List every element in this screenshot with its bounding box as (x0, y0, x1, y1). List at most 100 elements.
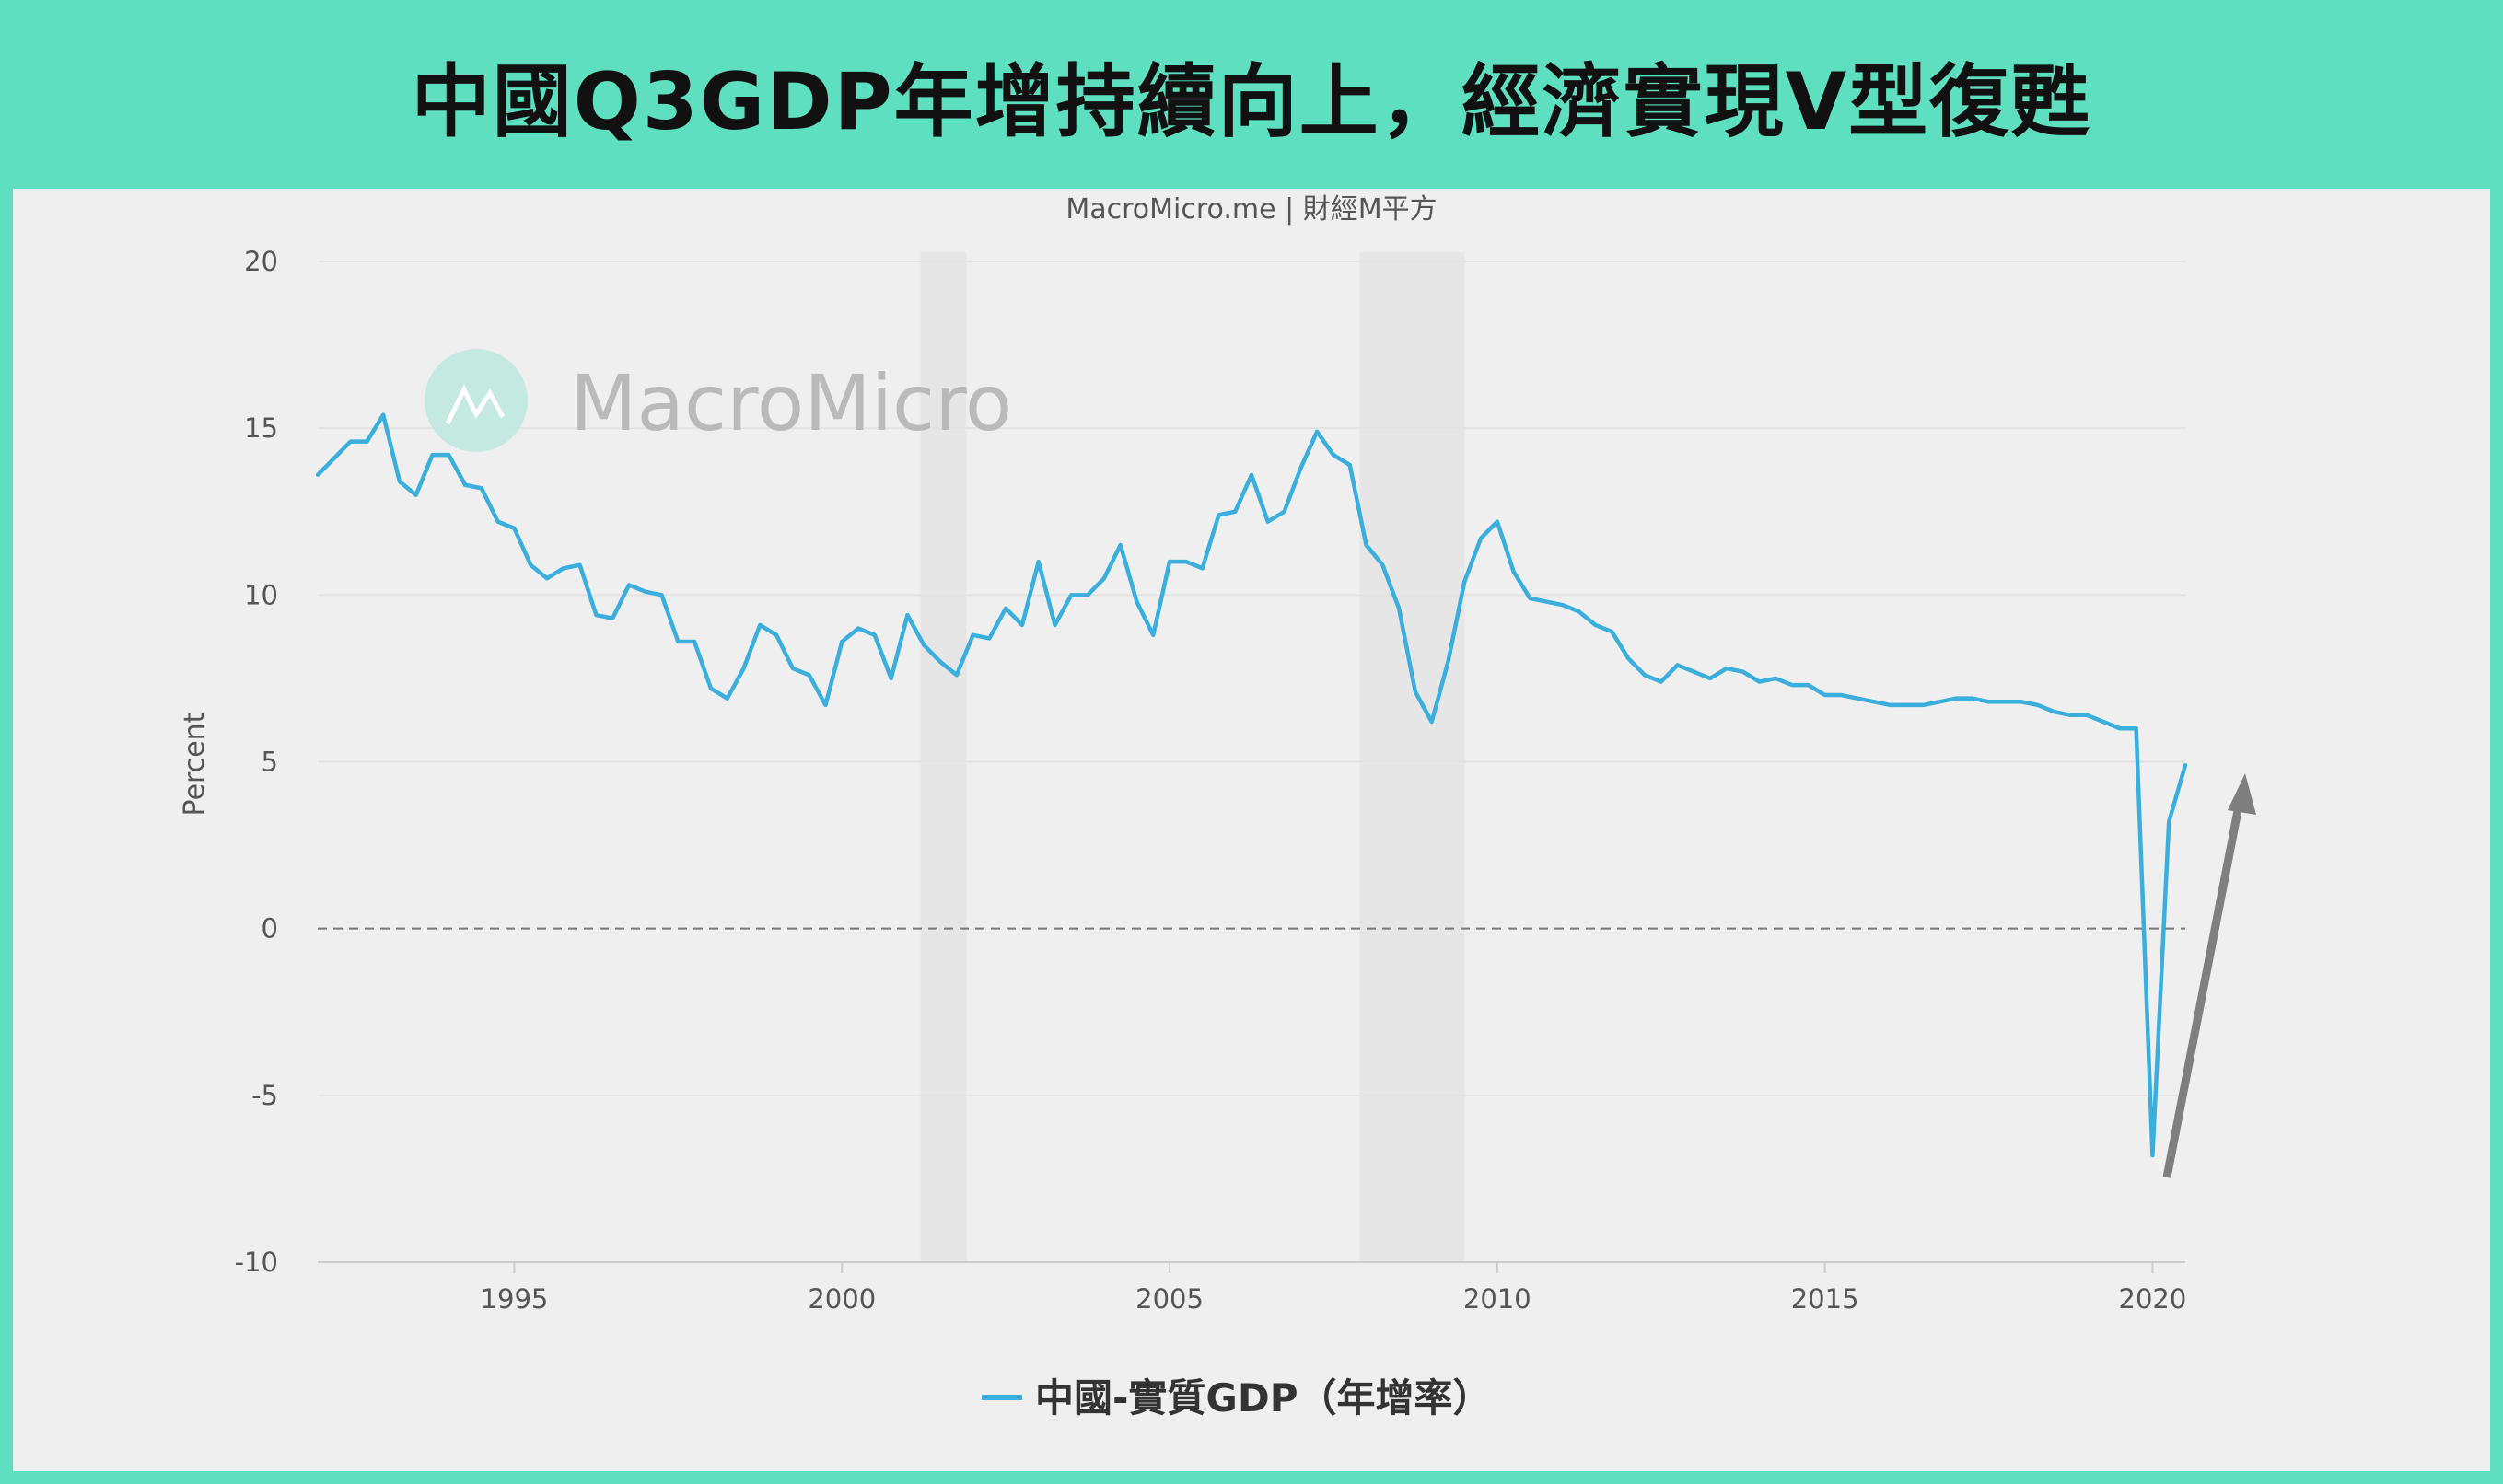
data-point (2150, 1154, 2155, 1158)
data-point (2020, 700, 2024, 704)
data-point (479, 486, 483, 491)
data-point (413, 493, 418, 497)
data-point (1101, 576, 1106, 581)
watermark-text: MacroMicro (570, 358, 1012, 448)
data-point (1921, 702, 1926, 707)
data-point (1659, 679, 1663, 684)
recession-shading (1359, 252, 1465, 1262)
data-point (823, 702, 828, 707)
watermark: MacroMicro (425, 349, 1012, 452)
data-point (447, 453, 451, 458)
data-point (1183, 560, 1188, 564)
data-point (2134, 726, 2138, 731)
y-tick-label: 10 (244, 579, 278, 610)
data-point (971, 632, 975, 637)
x-tick-label: 2005 (1135, 1283, 1204, 1315)
data-point (1380, 562, 1385, 567)
page-title: 中國Q3GDP年增持續向上，經濟實現V型復甦 (411, 56, 2092, 148)
data-point (1019, 622, 1024, 627)
data-point (1986, 700, 1991, 704)
data-point (1069, 593, 1074, 597)
data-point (1036, 560, 1041, 564)
data-point (1413, 690, 1417, 694)
data-point (1806, 683, 1810, 688)
data-point (397, 480, 402, 484)
data-point (1626, 656, 1631, 661)
x-tick-label: 1995 (481, 1283, 549, 1315)
data-point (2035, 702, 2040, 707)
data-point (1200, 566, 1205, 571)
data-point (577, 562, 582, 567)
data-point (1953, 696, 1958, 701)
y-tick-label: 15 (244, 412, 278, 444)
data-point (1168, 560, 1172, 564)
data-point (1708, 676, 1713, 680)
data-point (594, 613, 599, 618)
data-point (1872, 700, 1876, 704)
data-point (1233, 509, 1238, 514)
data-point (348, 439, 353, 444)
series-line (316, 412, 2188, 1158)
data-point (1888, 702, 1892, 707)
y-tick-label: 5 (262, 747, 278, 778)
up-arrow-icon (2162, 773, 2256, 1178)
data-point (1774, 676, 1778, 680)
data-point (1250, 472, 1253, 477)
data-point (725, 696, 729, 701)
data-point (1282, 509, 1286, 514)
data-point (922, 643, 926, 647)
data-point (905, 613, 910, 618)
data-point (1561, 603, 1565, 608)
data-point (659, 593, 664, 597)
data-point (627, 583, 631, 587)
data-point (1298, 466, 1303, 470)
data-point (495, 519, 500, 524)
data-point (758, 622, 763, 627)
data-point (2068, 713, 2073, 717)
data-point (1315, 429, 1320, 434)
data-point (1593, 622, 1598, 627)
data-point (1135, 599, 1139, 604)
data-point (1528, 596, 1532, 600)
data-point (774, 632, 779, 637)
data-point (561, 566, 565, 571)
data-point (1675, 663, 1680, 667)
header: 中國Q3GDP年增持續向上，經濟實現V型復甦 (0, 0, 2503, 189)
data-point (1642, 673, 1647, 678)
data-point (872, 632, 877, 637)
data-point (790, 667, 795, 671)
legend-label[interactable]: 中國-實質GDP（年增率） (1035, 1375, 1492, 1420)
data-point (741, 667, 746, 671)
data-point (1217, 513, 1221, 517)
x-tick-label: 2015 (1791, 1283, 1859, 1315)
data-point (2183, 763, 2187, 768)
data-point (1511, 569, 1516, 574)
data-point (1265, 519, 1270, 524)
data-point (807, 673, 811, 678)
data-point (708, 686, 713, 690)
data-point (1462, 579, 1467, 584)
data-point (1331, 453, 1335, 458)
data-point (2003, 700, 2008, 704)
data-point (1610, 630, 1614, 634)
data-point (611, 616, 615, 620)
data-point (1053, 622, 1057, 627)
legend: 中國-實質GDP（年增率） (982, 1375, 1492, 1420)
data-point (1495, 519, 1499, 524)
data-point (1086, 593, 1090, 597)
data-point (316, 472, 320, 477)
data-point (529, 562, 533, 567)
data-point (1904, 702, 1909, 707)
data-point (1970, 696, 1974, 701)
data-point (2052, 710, 2056, 714)
chart-logo-glyph (445, 384, 506, 425)
data-point (1839, 693, 1844, 698)
y-tick-label: -5 (251, 1080, 278, 1111)
data-point (2085, 713, 2090, 717)
data-point (430, 453, 435, 458)
data-point (381, 412, 386, 417)
x-tick-label: 2000 (808, 1283, 876, 1315)
data-point (693, 640, 697, 644)
data-point (1692, 669, 1696, 674)
data-point (1364, 542, 1368, 547)
